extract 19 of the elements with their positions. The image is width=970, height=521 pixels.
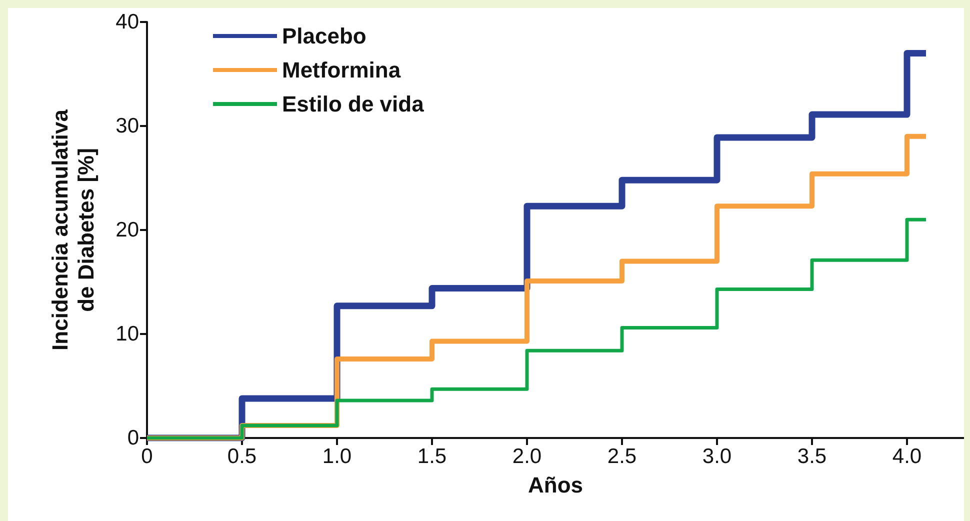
y-tick-label: 10: [116, 322, 139, 346]
y-tick-label: 40: [116, 10, 139, 34]
y-tick-label: 0: [127, 426, 139, 450]
x-tick-label: 2.5: [607, 445, 637, 468]
legend-label: Placebo: [282, 24, 366, 48]
legend-label: Metformina: [282, 58, 402, 82]
legend-label: Estilo de vida: [282, 92, 425, 116]
x-tick-label: 3.5: [797, 445, 827, 468]
y-axis-title: Incidencia acumulativa de Diabetes [%]: [48, 108, 98, 350]
x-axis-title: Años: [528, 472, 583, 498]
x-tick-label: 1.5: [417, 445, 447, 468]
x-tick-label: 0.5: [227, 445, 257, 468]
x-tick-label: 3.0: [702, 445, 732, 468]
x-tick-label: 2.0: [512, 445, 542, 468]
y-tick-label: 20: [116, 218, 139, 242]
x-tick-label: 0: [141, 445, 153, 468]
y-tick-label: 30: [116, 114, 139, 138]
x-tick-label: 1.0: [322, 445, 352, 468]
x-tick-label: 4.0: [892, 445, 922, 468]
